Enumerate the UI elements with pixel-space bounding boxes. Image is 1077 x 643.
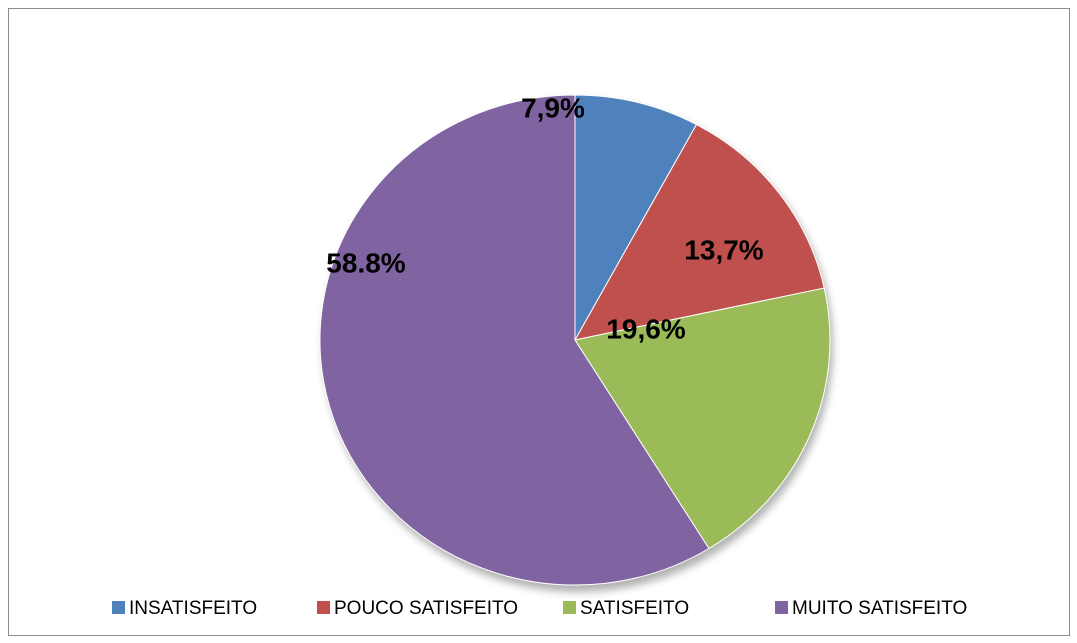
- legend-label: INSATISFEITO: [129, 598, 257, 619]
- pie-slice: [574, 94, 698, 342]
- legend-swatch: [112, 601, 125, 614]
- legend-label: SATISFEITO: [580, 598, 689, 619]
- legend-swatch: [775, 601, 788, 614]
- pie-slice: [319, 94, 710, 586]
- legend-label: MUITO SATISFEITO: [792, 598, 967, 619]
- slice-label: 58.8%: [326, 247, 405, 278]
- legend-label: POUCO SATISFEITO: [334, 598, 518, 619]
- slice-label: 7,9%: [521, 92, 585, 123]
- legend-swatch: [317, 601, 330, 614]
- slice-label: 19,6%: [606, 313, 685, 344]
- pie-slice: [574, 287, 831, 550]
- pie-slice: [574, 123, 825, 341]
- legend-swatch: [563, 601, 576, 614]
- slice-label: 13,7%: [684, 234, 763, 265]
